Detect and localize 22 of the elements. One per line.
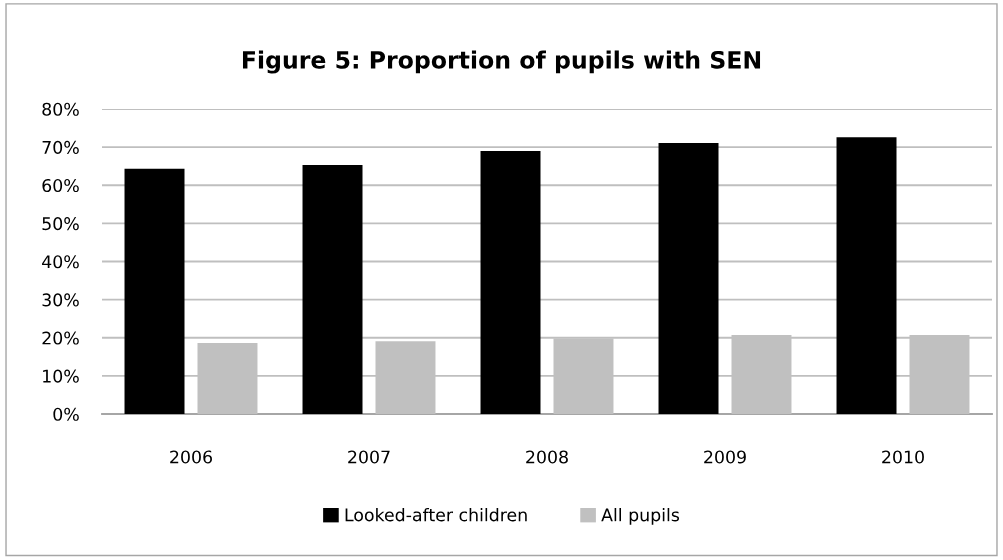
y-tick-label: 30% [42,293,79,307]
x-tick-label: 2010 [882,450,924,464]
bar [480,150,541,414]
y-tick-label: 80% [42,102,79,116]
x-tick-label: 2008 [526,450,568,464]
chart-title: Figure 5: Proportion of pupils with SEN [242,50,761,74]
y-tick-label: 20% [42,331,79,345]
y-tick-label: 50% [42,217,79,231]
y-tick-label: 0% [53,407,79,421]
bar [658,142,719,414]
y-tick-label: 70% [42,140,79,154]
legend-label: Looked-after children [345,507,527,522]
bar [302,165,363,414]
legend-label: All pupils [601,507,680,525]
y-tick-label: 60% [42,178,79,193]
y-tick-label: 10% [43,369,79,383]
x-tick-label: 2009 [704,450,746,464]
bar [124,168,185,414]
x-tick-label: 2006 [170,450,212,464]
bar [836,137,897,414]
x-tick-label: 2007 [348,450,390,464]
y-tick-label: 40% [42,255,79,269]
